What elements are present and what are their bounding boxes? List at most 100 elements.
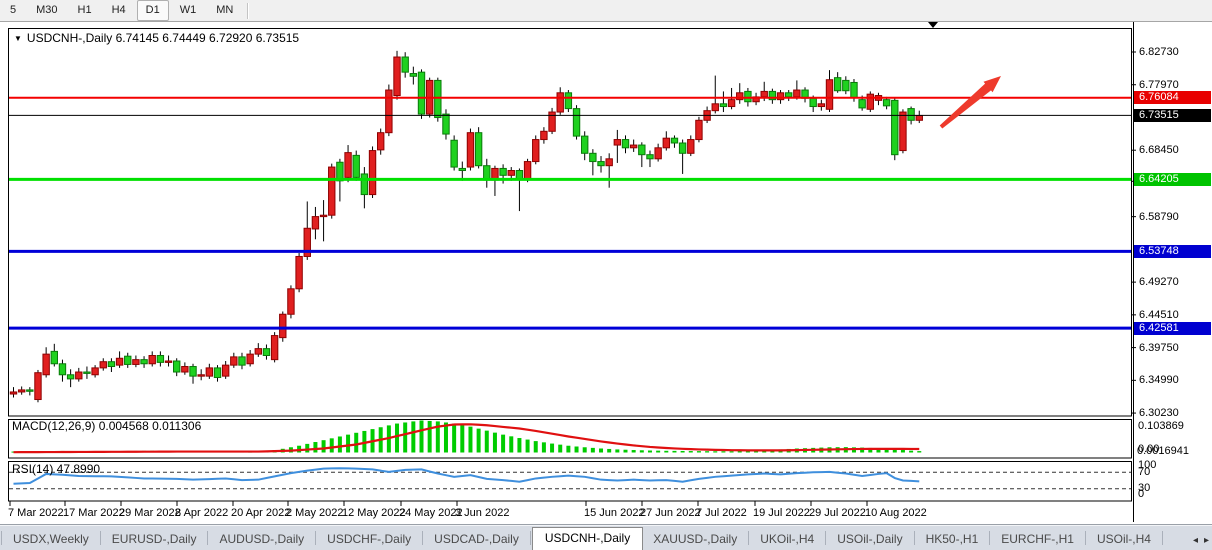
macd-hist-bar	[509, 436, 514, 453]
bear-candle	[597, 161, 605, 167]
bull-candle	[760, 90, 768, 98]
timeframe-button-w1[interactable]: W1	[179, 4, 197, 16]
chart-tab-usdcad-daily[interactable]: USDCAD-,Daily	[434, 532, 519, 546]
macd-hist-bar	[615, 449, 620, 453]
bear-candle	[572, 108, 581, 137]
bull-candle	[817, 103, 826, 108]
macd-signal-line	[13, 423, 920, 454]
macd-hist-bar	[517, 438, 522, 453]
chart-tab-audusd-daily[interactable]: AUDUSD-,Daily	[219, 532, 305, 546]
bull-candle	[246, 353, 254, 365]
macd-hist-bar	[623, 449, 628, 453]
bear-candle	[173, 360, 181, 373]
bull-candle	[915, 114, 923, 121]
bear-candle	[124, 355, 132, 365]
bull-candle	[311, 216, 320, 230]
macd-hist-bar	[574, 446, 579, 453]
tab-separator	[1084, 531, 1086, 545]
chart-tab-usdx-weekly[interactable]: USDX,Weekly	[13, 532, 89, 546]
bull-candle	[99, 361, 107, 369]
bull-candle	[662, 137, 670, 149]
macd-hist-bar	[688, 451, 693, 453]
chart-tab-usoil-daily[interactable]: USOil-,Daily	[837, 532, 903, 546]
bear-candle	[850, 81, 858, 99]
macd-hist-bar	[721, 451, 726, 453]
bull-candle	[368, 150, 377, 196]
macd-hist-bar	[354, 432, 359, 453]
macd-hist-bar	[468, 426, 473, 453]
macd-hist-bar	[876, 448, 881, 453]
tab-separator	[99, 531, 101, 545]
bull-candle	[279, 313, 287, 339]
macd-hist-bar	[411, 421, 416, 453]
macd-hist-bar	[664, 450, 669, 453]
bull-candle	[793, 89, 801, 98]
macd-hist-bar	[729, 451, 734, 453]
bull-candle	[42, 353, 50, 376]
tab-separator	[825, 531, 827, 545]
bear-candle	[499, 167, 507, 176]
macd-hist-bar	[680, 450, 685, 453]
bull-candle	[727, 99, 736, 108]
macd-hist-bar	[443, 422, 448, 453]
macd-hist-bar	[329, 438, 334, 453]
timeframe-button-d1[interactable]: D1	[136, 0, 169, 21]
bull-candle	[377, 132, 385, 151]
tab-separator	[422, 531, 424, 545]
tab-scroll-left[interactable]: ◂	[1192, 535, 1198, 546]
timeframe-button-5[interactable]: 5	[10, 4, 17, 16]
bear-candle	[140, 359, 148, 365]
macd-hist-bar	[672, 450, 677, 453]
bull-candle	[164, 360, 173, 363]
bull-candle	[466, 132, 475, 168]
bull-candle	[181, 366, 189, 373]
bear-candle	[58, 363, 67, 376]
bull-candle	[254, 348, 263, 355]
bear-candle	[156, 355, 165, 363]
macd-hist-bar	[631, 450, 636, 453]
bear-candle	[66, 374, 75, 380]
bear-candle	[785, 92, 793, 98]
chart-tab-eurusd-daily[interactable]: EURUSD-,Daily	[111, 532, 197, 546]
bear-candle	[409, 73, 418, 77]
bear-candle	[238, 356, 246, 366]
toolbar-separator	[247, 2, 250, 19]
chart-tab-usoil-h4[interactable]: USOil-,H4	[1096, 532, 1151, 546]
macd-hist-bar	[321, 440, 326, 453]
timeframe-button-h1[interactable]: H1	[77, 4, 92, 16]
bull-candle	[532, 139, 540, 163]
bull-candle	[9, 391, 18, 395]
chart-shift-marker-icon[interactable]	[928, 22, 938, 28]
tab-separator	[748, 531, 750, 545]
macd-hist-bar	[362, 430, 367, 453]
macd-hist-bar	[313, 442, 318, 453]
timeframe-button-m30[interactable]: M30	[36, 4, 58, 16]
bull-candle	[303, 227, 311, 257]
tab-scroll-right[interactable]: ▸	[1203, 535, 1209, 546]
bear-candle	[833, 77, 842, 92]
macd-hist-bar	[566, 445, 571, 453]
chart-tab-hk50-h1[interactable]: HK50-,H1	[925, 532, 979, 546]
macd-hist-bar	[884, 448, 889, 453]
chart-tab-usdchf-daily[interactable]: USDCHF-,Daily	[327, 532, 412, 546]
bull-candle	[197, 374, 205, 377]
tab-separator	[1161, 531, 1163, 545]
chart-tab-usdcnh-daily[interactable]: USDCNH-,Daily	[531, 527, 644, 550]
timeframe-button-mn[interactable]: MN	[216, 4, 234, 16]
macd-hist-bar	[403, 422, 408, 453]
macd-hist-bar	[639, 450, 644, 453]
bear-candle	[26, 389, 34, 392]
chart-tab-eurchf-h1[interactable]: EURCHF-,H1	[1001, 532, 1074, 546]
bull-candle	[205, 367, 214, 377]
bull-candle	[556, 92, 564, 113]
chart-tab-xauusd-daily[interactable]: XAUUSD-,Daily	[653, 532, 738, 546]
bear-candle	[442, 113, 450, 135]
macd-hist-bar	[892, 449, 897, 453]
macd-hist-bar	[900, 450, 905, 453]
bear-candle	[581, 135, 589, 154]
bull-candle	[613, 139, 622, 146]
timeframe-button-h4[interactable]: H4	[111, 4, 126, 16]
chart-tab-ukoil-h4[interactable]: UKOil-,H4	[760, 532, 815, 546]
trend-arrow-annotation[interactable]	[939, 76, 1001, 129]
